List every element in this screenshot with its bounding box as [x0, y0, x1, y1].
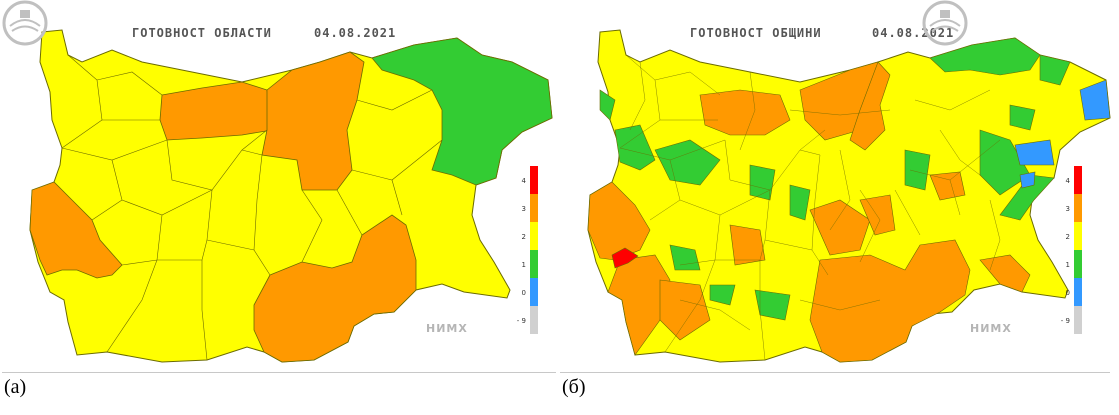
legend-swatch-4 [530, 166, 538, 194]
region-kyustendil [29, 181, 123, 279]
region-haskovo [253, 214, 417, 363]
region-veliko-tarnovo [261, 51, 365, 191]
map-title: ГОТОВНОСТ ОБЛАСТИ [132, 26, 272, 40]
legend-swatch-2 [530, 222, 538, 250]
bulgaria-municipalities-map [587, 29, 1111, 363]
map-title: ГОТОВНОСТ ОБЩИНИ [690, 26, 822, 40]
legend-swatch-minus9 [530, 306, 538, 334]
legend-label: 3 [1065, 205, 1070, 213]
bulgaria-regions-map [29, 29, 553, 363]
legend-swatch-3 [530, 194, 538, 222]
map-panel-municipalities: ГОТОВНОСТ ОБЩИНИ 04.08.2021 НИМХ 4 3 2 1… [560, 0, 1116, 372]
legend-swatch-0 [530, 278, 538, 306]
legend-label: 4 [1065, 177, 1070, 185]
red-municipality [611, 247, 639, 269]
map-panel-regions: ГОТОВНОСТ ОБЛАСТИ 04.08.2021 НИМХ 4 3 2 … [2, 0, 558, 372]
orange-municipalities [587, 61, 1031, 363]
legend [530, 166, 542, 334]
legend-label: 2 [1065, 233, 1070, 241]
divider-a [2, 372, 556, 373]
legend [1074, 166, 1086, 334]
logo-text: НИМХ [970, 322, 1012, 335]
legend-swatch-1 [530, 250, 538, 278]
legend-swatch-4 [1074, 166, 1082, 194]
legend-label: 1 [1065, 261, 1070, 269]
legend-label: - 9 [1060, 317, 1070, 325]
region-borders [61, 54, 443, 361]
legend-label: 3 [521, 205, 526, 213]
logo-text: НИМХ [426, 322, 468, 335]
legend-swatch-2 [1074, 222, 1082, 250]
municipality-borders [619, 54, 1001, 361]
nimh-logo-icon [2, 0, 48, 46]
legend-swatch-0 [1074, 278, 1082, 306]
divider-b [560, 372, 1110, 373]
map-date: 04.08.2021 [314, 26, 397, 40]
caption-b: (б) [562, 376, 586, 398]
blue-municipalities [1014, 79, 1111, 189]
nimh-logo-icon [922, 0, 968, 46]
caption-a: (а) [4, 376, 27, 398]
legend-swatch-minus9 [1074, 306, 1082, 334]
region-pleven [159, 81, 273, 141]
legend-swatch-3 [1074, 194, 1082, 222]
legend-label: 2 [521, 233, 526, 241]
legend-label: - 9 [516, 317, 526, 325]
legend-label: 4 [521, 177, 526, 185]
legend-label: 0 [1065, 289, 1070, 297]
legend-label: 1 [521, 261, 526, 269]
legend-swatch-1 [1074, 250, 1082, 278]
legend-label: 0 [521, 289, 526, 297]
green-municipalities [599, 37, 1071, 321]
